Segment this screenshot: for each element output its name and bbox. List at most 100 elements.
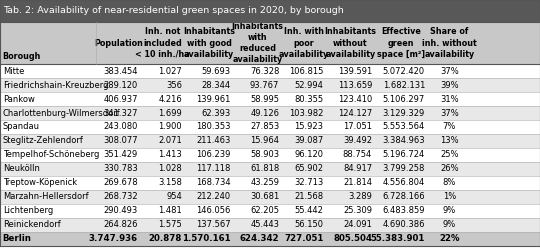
Text: 351.429: 351.429 bbox=[104, 150, 138, 159]
Text: 80.355: 80.355 bbox=[294, 95, 323, 104]
Bar bbox=[0, 232, 540, 246]
Text: 269.678: 269.678 bbox=[103, 178, 138, 187]
Text: 27.853: 27.853 bbox=[250, 123, 279, 131]
Text: 212.240: 212.240 bbox=[197, 192, 231, 201]
Bar bbox=[0, 134, 540, 148]
Text: 15.923: 15.923 bbox=[294, 123, 323, 131]
Text: 330.783: 330.783 bbox=[103, 164, 138, 173]
Text: 30.681: 30.681 bbox=[250, 192, 279, 201]
Text: 1.682.131: 1.682.131 bbox=[383, 81, 425, 90]
Text: 7%: 7% bbox=[443, 123, 456, 131]
Text: 62.393: 62.393 bbox=[201, 109, 231, 118]
Text: Population: Population bbox=[94, 39, 143, 48]
Text: 139.961: 139.961 bbox=[196, 95, 231, 104]
Text: 37%: 37% bbox=[440, 109, 458, 118]
Text: 65.902: 65.902 bbox=[294, 164, 323, 173]
Text: 55.383.901: 55.383.901 bbox=[370, 234, 425, 243]
Text: 37%: 37% bbox=[440, 67, 458, 76]
Text: 805.504: 805.504 bbox=[333, 234, 372, 243]
Text: 43.259: 43.259 bbox=[250, 178, 279, 187]
Text: 106.815: 106.815 bbox=[289, 67, 323, 76]
Text: Charlottenburg-Wilmersdorf: Charlottenburg-Wilmersdorf bbox=[3, 109, 120, 118]
Bar bbox=[0, 64, 540, 78]
Text: 290.493: 290.493 bbox=[104, 206, 138, 215]
Text: 1.699: 1.699 bbox=[158, 109, 182, 118]
Bar bbox=[0, 204, 540, 218]
Text: 59.693: 59.693 bbox=[201, 67, 231, 76]
Bar bbox=[0, 176, 540, 190]
Text: 1.028: 1.028 bbox=[158, 164, 182, 173]
Bar bbox=[0, 22, 540, 64]
Text: Berlin: Berlin bbox=[3, 234, 31, 243]
Text: 1%: 1% bbox=[443, 192, 456, 201]
Text: 106.239: 106.239 bbox=[196, 150, 231, 159]
Text: 22%: 22% bbox=[439, 234, 460, 243]
Text: Friedrichshain-Kreuzberg: Friedrichshain-Kreuzberg bbox=[3, 81, 108, 90]
Text: 137.567: 137.567 bbox=[196, 220, 231, 229]
Bar bbox=[0, 106, 540, 120]
Text: 4.216: 4.216 bbox=[158, 95, 182, 104]
Text: Inh. not
included
< 10 inh./ha: Inh. not included < 10 inh./ha bbox=[135, 27, 190, 59]
Bar bbox=[0, 190, 540, 204]
Text: Inh. with
poor
availability: Inh. with poor availability bbox=[279, 27, 329, 59]
Text: 308.077: 308.077 bbox=[103, 136, 138, 145]
Text: 5.072.420: 5.072.420 bbox=[383, 67, 425, 76]
Bar bbox=[0, 0, 540, 22]
Text: 3.129.329: 3.129.329 bbox=[383, 109, 425, 118]
Text: Reinickendorf: Reinickendorf bbox=[3, 220, 60, 229]
Text: Effective
green
space [m²]: Effective green space [m²] bbox=[377, 27, 426, 59]
Text: 39%: 39% bbox=[440, 81, 458, 90]
Text: 5.553.564: 5.553.564 bbox=[383, 123, 425, 131]
Text: 21.814: 21.814 bbox=[343, 178, 372, 187]
Text: 39.087: 39.087 bbox=[294, 136, 323, 145]
Text: 268.732: 268.732 bbox=[103, 192, 138, 201]
Text: 406.937: 406.937 bbox=[103, 95, 138, 104]
Text: 93.767: 93.767 bbox=[250, 81, 279, 90]
Text: Tab. 2: Availability of near-residential green spaces in 2020, by borough: Tab. 2: Availability of near-residential… bbox=[3, 6, 344, 15]
Text: 56.150: 56.150 bbox=[294, 220, 323, 229]
Text: Spandau: Spandau bbox=[3, 123, 40, 131]
Text: Tempelhof-Schöneberg: Tempelhof-Schöneberg bbox=[3, 150, 99, 159]
Text: Borough: Borough bbox=[3, 52, 41, 61]
Text: 9%: 9% bbox=[443, 206, 456, 215]
Text: 62.205: 62.205 bbox=[250, 206, 279, 215]
Text: 180.353: 180.353 bbox=[196, 123, 231, 131]
Text: 17.051: 17.051 bbox=[343, 123, 372, 131]
Text: 6.728.166: 6.728.166 bbox=[382, 192, 425, 201]
Text: 113.659: 113.659 bbox=[338, 81, 372, 90]
Text: Treptow-Köpenick: Treptow-Köpenick bbox=[3, 178, 77, 187]
Text: Mitte: Mitte bbox=[3, 67, 24, 76]
Text: 954: 954 bbox=[166, 192, 182, 201]
Text: 20.878: 20.878 bbox=[148, 234, 182, 243]
Text: 32.713: 32.713 bbox=[294, 178, 323, 187]
Text: Steglitz-Zehlendorf: Steglitz-Zehlendorf bbox=[3, 136, 84, 145]
Text: 58.903: 58.903 bbox=[250, 150, 279, 159]
Text: 55.442: 55.442 bbox=[295, 206, 323, 215]
Text: 31%: 31% bbox=[440, 95, 458, 104]
Text: 21.568: 21.568 bbox=[294, 192, 323, 201]
Text: 356: 356 bbox=[166, 81, 182, 90]
Text: 9%: 9% bbox=[443, 220, 456, 229]
Text: Neukölln: Neukölln bbox=[3, 164, 39, 173]
Text: Share of
inh. without
availability: Share of inh. without availability bbox=[422, 27, 477, 59]
Text: 96.120: 96.120 bbox=[294, 150, 323, 159]
Text: 13%: 13% bbox=[440, 136, 458, 145]
Text: 52.994: 52.994 bbox=[295, 81, 323, 90]
Text: Marzahn-Hellersdorf: Marzahn-Hellersdorf bbox=[3, 192, 89, 201]
Text: 2.071: 2.071 bbox=[158, 136, 182, 145]
Text: 4.556.804: 4.556.804 bbox=[383, 178, 425, 187]
Text: 3.289: 3.289 bbox=[348, 192, 372, 201]
Text: 341.327: 341.327 bbox=[103, 109, 138, 118]
Text: 5.106.297: 5.106.297 bbox=[383, 95, 425, 104]
Text: 25%: 25% bbox=[440, 150, 458, 159]
Text: 61.818: 61.818 bbox=[250, 164, 279, 173]
Text: 58.995: 58.995 bbox=[250, 95, 279, 104]
Text: 124.127: 124.127 bbox=[338, 109, 372, 118]
Text: 264.826: 264.826 bbox=[103, 220, 138, 229]
Text: Pankow: Pankow bbox=[3, 95, 35, 104]
Text: 3.799.258: 3.799.258 bbox=[383, 164, 425, 173]
Bar bbox=[0, 162, 540, 176]
Text: 6.483.859: 6.483.859 bbox=[382, 206, 425, 215]
Text: 1.575: 1.575 bbox=[158, 220, 182, 229]
Text: 139.591: 139.591 bbox=[338, 67, 372, 76]
